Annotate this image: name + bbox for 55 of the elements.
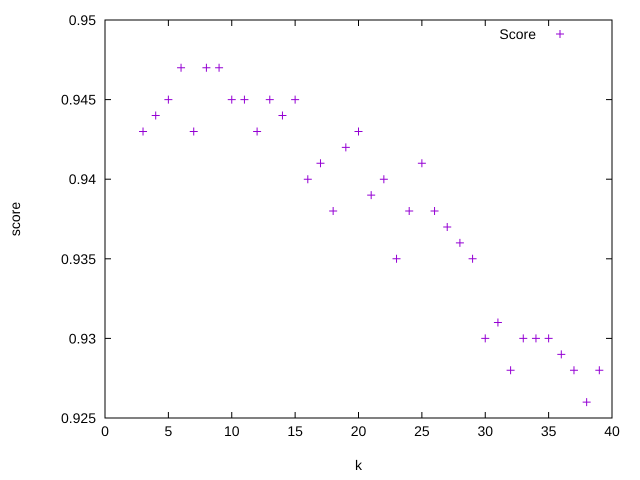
point [531, 334, 540, 343]
point [265, 95, 274, 104]
point [164, 95, 173, 104]
point [594, 366, 604, 375]
point [392, 254, 402, 264]
point [341, 142, 350, 152]
point [417, 158, 426, 168]
x-tick-label: 5 [164, 423, 172, 439]
point [455, 238, 464, 248]
point [328, 206, 338, 216]
point [366, 190, 376, 200]
x-tick-label: 30 [477, 423, 494, 439]
x-tick-label: 0 [101, 423, 110, 439]
point [518, 334, 528, 343]
y-tick-label: 0.94 [68, 171, 96, 188]
point [189, 126, 198, 136]
point [227, 95, 236, 104]
point [480, 334, 490, 343]
x-tick-label: 20 [350, 423, 366, 439]
point [569, 366, 578, 375]
y-tick-label: 0.945 [60, 92, 96, 108]
x-tick-label: 15 [287, 423, 304, 439]
point [252, 126, 262, 136]
point [151, 111, 160, 120]
point [303, 174, 312, 184]
point [506, 366, 516, 375]
point [202, 63, 211, 72]
point [240, 95, 249, 104]
point [404, 206, 414, 216]
x-tick-label: 10 [224, 423, 240, 439]
x-tick-label: 40 [604, 423, 620, 439]
point [430, 206, 440, 216]
y-tick-label: 0.95 [68, 12, 96, 28]
point [214, 63, 224, 72]
point [379, 174, 388, 184]
x-tick-label: 25 [414, 423, 430, 439]
point [354, 126, 363, 136]
point [316, 158, 325, 168]
point [138, 126, 148, 136]
y-tick-label: 0.93 [68, 330, 96, 346]
point [176, 63, 186, 72]
y-tick-label: 0.925 [60, 410, 96, 426]
point [544, 334, 554, 343]
point [468, 254, 478, 264]
legend-label: Score [499, 26, 536, 42]
x-axis-title: k [355, 457, 363, 473]
y-tick-label: 0.935 [60, 250, 96, 267]
point [442, 222, 452, 232]
point [582, 398, 592, 407]
point [493, 318, 502, 327]
point [556, 350, 566, 359]
x-tick-label: 35 [540, 423, 557, 439]
y-axis-title: score [7, 202, 23, 236]
point [278, 111, 287, 120]
point [290, 95, 300, 104]
